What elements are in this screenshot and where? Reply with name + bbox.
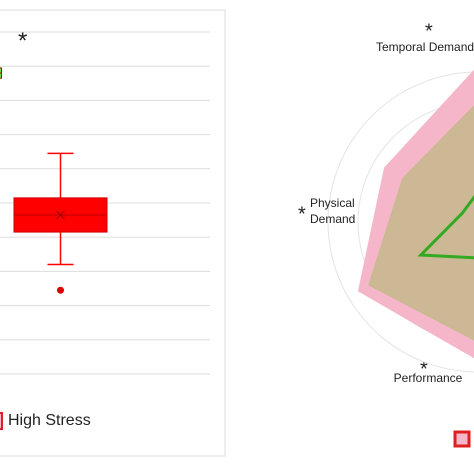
- radar-ring: [357, 101, 474, 343]
- axis-label: Physical Demand: [310, 196, 355, 226]
- legend-swatch: [0, 412, 3, 430]
- outlier: [57, 286, 64, 294]
- axis-label: Performance: [394, 371, 463, 385]
- radar-area: [368, 105, 474, 341]
- significance-mark: *: [298, 203, 306, 225]
- radar-ring: [327, 71, 474, 373]
- axis-label: Temporal Demand: [376, 40, 474, 54]
- left-panel-frame: [0, 9, 226, 457]
- radar-area: [417, 194, 474, 260]
- significance-mark: *: [420, 358, 428, 380]
- legend-swatch: [453, 430, 471, 448]
- legend-label: High Stress: [8, 412, 91, 429]
- mean-marker: [56, 210, 65, 220]
- significance-mark: *: [18, 27, 27, 54]
- significance-mark: *: [425, 20, 433, 42]
